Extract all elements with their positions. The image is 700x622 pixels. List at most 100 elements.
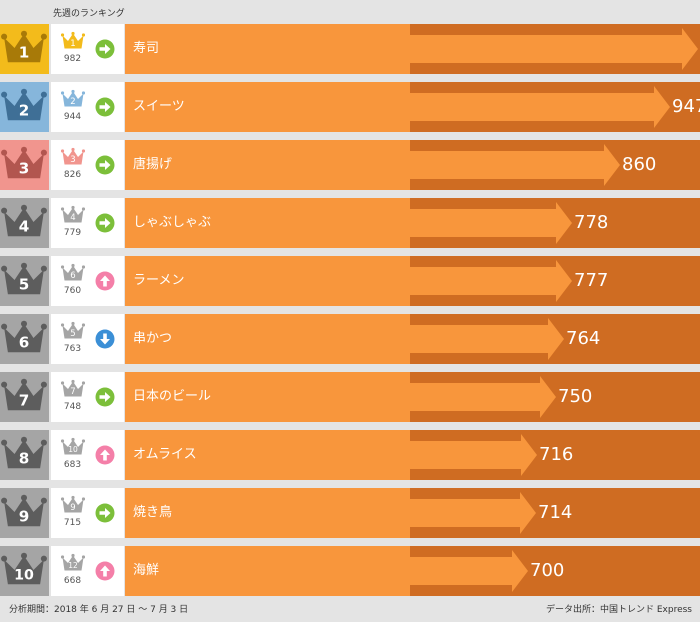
item-value: 750 (558, 386, 593, 407)
score-bar: 唐揚げ 860 (125, 140, 700, 190)
crown-icon: 10 (1, 552, 47, 585)
bar-arrow (125, 202, 572, 244)
item-name: 海鮮 (133, 563, 160, 578)
rank-number: 2 (19, 101, 30, 119)
item-value: 947 (672, 96, 700, 117)
trend-same-icon (95, 213, 115, 233)
bar-arrow (125, 28, 698, 70)
ranking-row: 5 6 760 ラーメン 777 (0, 256, 700, 306)
prev-week-score: 982 (63, 54, 82, 64)
rank-badge: 6 (0, 314, 49, 364)
prev-week-cell: 4 779 (51, 198, 124, 248)
rank-badge: 10 (0, 546, 49, 596)
bar-arrow (125, 144, 620, 186)
trend-same-icon (95, 39, 115, 59)
item-name: 串かつ (133, 331, 173, 346)
score-bar: 串かつ 764 (125, 314, 700, 364)
bar-arrow (125, 492, 536, 534)
small-crown-icon: 6 (61, 263, 85, 281)
bar-arrow (125, 318, 564, 360)
prev-rank-number: 6 (70, 271, 75, 281)
bar-arrow (125, 376, 556, 418)
rank-badge: 5 (0, 256, 49, 306)
prev-week-score: 944 (63, 112, 82, 122)
bar-arrow (125, 86, 670, 128)
prev-rank-number: 12 (68, 561, 78, 570)
small-crown-icon: 3 (61, 147, 85, 165)
analysis-period: 分析期間：2018 年 6 月 27 日 ～ 7 月 3 日 (9, 605, 189, 615)
rank-number: 8 (19, 449, 30, 467)
crown-icon: 4 (1, 204, 47, 237)
small-crown-icon: 9 (61, 495, 85, 513)
item-value: 716 (539, 444, 574, 465)
rank-badge: 3 (0, 140, 49, 190)
prev-week-cell: 9 715 (51, 488, 124, 538)
prev-rank-number: 9 (70, 503, 75, 513)
crown-icon: 3 (1, 146, 47, 179)
prev-week-cell: 7 748 (51, 372, 124, 422)
prev-week-score: 668 (63, 576, 82, 586)
bar-arrow (125, 434, 537, 476)
prev-week-cell: 12 668 (51, 546, 124, 596)
ranking-row: 2 2 944 スイーツ 947 (0, 82, 700, 132)
score-bar: 日本のビール 750 (125, 372, 700, 422)
crown-icon: 6 (1, 320, 47, 353)
prev-week-cell: 3 826 (51, 140, 124, 190)
trend-same-icon (95, 503, 115, 523)
prev-rank-number: 4 (70, 213, 75, 223)
rank-number: 5 (19, 275, 30, 293)
rank-badge: 1 (0, 24, 49, 74)
rank-number: 6 (19, 333, 30, 351)
rank-badge: 2 (0, 82, 49, 132)
score-bar: オムライス 716 (125, 430, 700, 480)
small-crown-icon: 10 (61, 437, 85, 455)
trend-same-icon (95, 97, 115, 117)
rank-badge: 9 (0, 488, 49, 538)
score-bar: ラーメン 777 (125, 256, 700, 306)
prev-week-caption: 先週のランキング (53, 9, 125, 19)
ranking-header: 先週のランキング (0, 0, 700, 22)
prev-rank-number: 5 (70, 329, 75, 339)
crown-icon: 2 (1, 88, 47, 121)
bar-arrow (125, 550, 528, 592)
item-name: 日本のビール (133, 389, 212, 404)
prev-rank-number: 2 (70, 97, 75, 107)
prev-rank-number: 3 (70, 155, 75, 165)
prev-week-score: 715 (63, 518, 82, 528)
score-bar: 海鮮 700 (125, 546, 700, 596)
item-value: 778 (574, 212, 609, 233)
item-value: 714 (538, 502, 573, 523)
trend-up-icon (95, 445, 115, 465)
item-name: ラーメン (133, 273, 185, 288)
small-crown-icon: 2 (61, 89, 85, 107)
score-bar: 焼き鳥 714 (125, 488, 700, 538)
trend-up-icon (95, 271, 115, 291)
item-value: 860 (622, 154, 657, 175)
small-crown-icon: 1 (61, 31, 85, 49)
rank-badge: 7 (0, 372, 49, 422)
small-crown-icon: 5 (61, 321, 85, 339)
prev-week-cell: 6 760 (51, 256, 124, 306)
prev-rank-number: 10 (68, 445, 78, 454)
small-crown-icon: 4 (61, 205, 85, 223)
item-name: 唐揚げ (133, 157, 173, 172)
prev-week-cell: 5 763 (51, 314, 124, 364)
ranking-row: 6 5 763 串かつ 764 (0, 314, 700, 364)
rank-number: 7 (19, 391, 30, 409)
crown-icon: 7 (1, 378, 47, 411)
item-value: 700 (530, 560, 565, 581)
item-name: オムライス (133, 447, 197, 462)
prev-week-cell: 1 982 (51, 24, 124, 74)
crown-icon: 8 (1, 436, 47, 469)
rank-number: 4 (19, 217, 30, 235)
item-value: 764 (566, 328, 601, 349)
rank-number: 9 (19, 507, 30, 525)
rank-number: 10 (14, 567, 34, 583)
prev-week-score: 826 (63, 170, 82, 180)
prev-rank-number: 1 (70, 39, 75, 49)
rank-badge: 8 (0, 430, 49, 480)
prev-week-score: 760 (63, 286, 82, 296)
crown-icon: 5 (1, 262, 47, 295)
trend-up-icon (95, 561, 115, 581)
data-source: データ出所：中国トレンド Express (545, 605, 692, 615)
